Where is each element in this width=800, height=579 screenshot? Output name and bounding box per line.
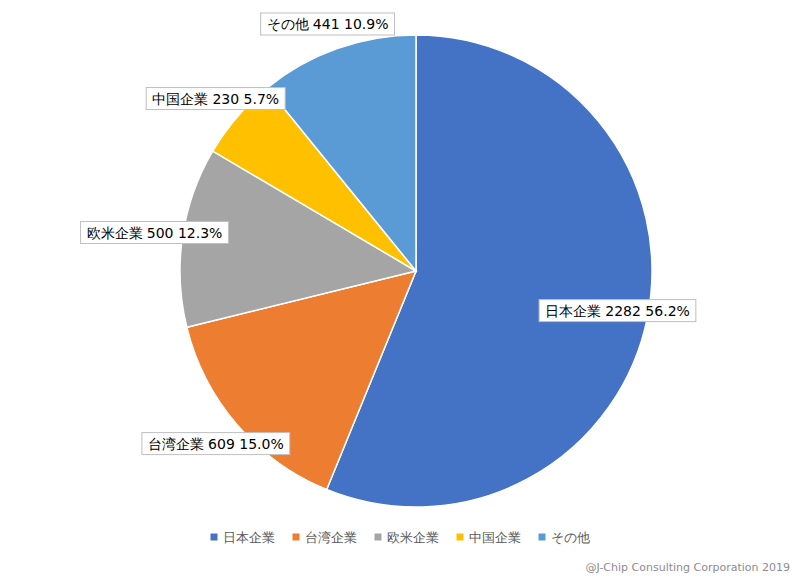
label-value: 609 15.0% [208, 436, 284, 452]
legend-swatch [457, 534, 464, 541]
pie-slice [267, 35, 416, 271]
legend-label: 日本企業 [223, 530, 275, 545]
legend-swatch [375, 534, 382, 541]
legend-item: 台湾企業 [293, 530, 357, 545]
data-label: その他441 10.9% [261, 13, 395, 35]
legend-label: 欧米企業 [387, 530, 439, 545]
label-value: 500 12.3% [147, 225, 223, 241]
legend-swatch [211, 534, 218, 541]
legend-label: その他 [551, 530, 590, 545]
label-box [539, 300, 696, 322]
legend-item: 日本企業 [211, 530, 275, 545]
data-label-text: 中国企業230 5.7% [152, 91, 279, 107]
legend-label: 中国企業 [469, 530, 521, 545]
annotation: @J-Chip Consulting Corporation 2019 [586, 561, 790, 574]
legend-item: その他 [539, 530, 590, 545]
label-value: 2282 56.2% [605, 303, 690, 319]
label-box [81, 222, 229, 244]
legend: 日本企業 台湾企業 欧米企業 中国企業 その他 [211, 530, 590, 545]
data-label-text: 台湾企業609 15.0% [148, 436, 284, 452]
label-category: 日本企業 [545, 303, 601, 319]
legend-swatch [293, 534, 300, 541]
legend-swatch [539, 534, 546, 541]
legend-label: 台湾企業 [305, 530, 357, 545]
chart: 日本企業2282 56.2%台湾企業609 15.0%欧米企業500 12.3%… [0, 0, 800, 579]
label-value: 230 5.7% [212, 91, 279, 107]
data-label-text: 日本企業2282 56.2% [545, 303, 690, 319]
legend-item: 中国企業 [457, 530, 521, 545]
label-category: 欧米企業 [87, 225, 143, 241]
data-label-text: 欧米企業500 12.3% [87, 225, 223, 241]
data-label: 欧米企業500 12.3% [81, 222, 229, 244]
label-category: その他 [267, 16, 309, 32]
label-box [146, 88, 285, 110]
label-category: 台湾企業 [148, 436, 204, 452]
label-box [261, 13, 395, 35]
label-box [142, 433, 290, 455]
data-labels: 日本企業2282 56.2% 台湾企業609 15.0% 欧米企業500 12.3%… [81, 13, 696, 455]
data-label: 中国企業230 5.7% [146, 88, 285, 110]
label-category: 中国企業 [152, 91, 208, 107]
label-value: 441 10.9% [313, 16, 389, 32]
data-label-text: その他441 10.9% [267, 16, 389, 32]
legend-item: 欧米企業 [375, 530, 439, 545]
data-label: 台湾企業609 15.0% [142, 433, 290, 455]
data-label: 日本企業2282 56.2% [539, 300, 696, 322]
pie [180, 35, 652, 507]
